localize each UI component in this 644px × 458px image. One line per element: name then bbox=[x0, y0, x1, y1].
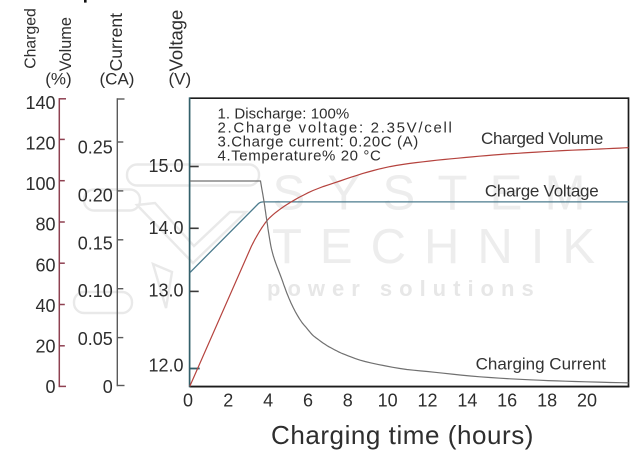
svg-text:10: 10 bbox=[378, 390, 398, 410]
svg-text:60: 60 bbox=[35, 255, 55, 275]
svg-text:14: 14 bbox=[457, 390, 477, 410]
svg-text:(%): (%) bbox=[45, 70, 71, 89]
svg-text:16: 16 bbox=[497, 390, 517, 410]
svg-text:12.0: 12.0 bbox=[148, 356, 183, 376]
svg-text:120: 120 bbox=[25, 134, 55, 154]
svg-text:Charge Voltage: Charge Voltage bbox=[485, 182, 599, 201]
svg-text:0.25: 0.25 bbox=[78, 138, 113, 158]
svg-text:Current: Current bbox=[106, 13, 126, 71]
svg-text:0.20: 0.20 bbox=[78, 185, 113, 205]
svg-text:Volume: Volume bbox=[57, 17, 75, 71]
svg-text:100: 100 bbox=[25, 174, 55, 194]
svg-text:0.15: 0.15 bbox=[78, 233, 113, 253]
svg-text:Charged Volume: Charged Volume bbox=[481, 129, 603, 148]
svg-text:2: 2 bbox=[223, 390, 233, 410]
svg-text:1. Discharge: 100%: 1. Discharge: 100% bbox=[218, 105, 350, 122]
svg-text:0.05: 0.05 bbox=[78, 329, 113, 349]
svg-text:40: 40 bbox=[35, 296, 55, 316]
svg-text:0.10: 0.10 bbox=[78, 281, 113, 301]
svg-text:18: 18 bbox=[537, 390, 557, 410]
svg-text:20: 20 bbox=[35, 336, 55, 356]
svg-text:0: 0 bbox=[183, 390, 193, 410]
svg-text:140: 140 bbox=[25, 93, 55, 113]
svg-text:3.Charge current: 0.20C (A): 3.Charge current: 0.20C (A) bbox=[218, 134, 419, 151]
svg-text:12: 12 bbox=[417, 390, 437, 410]
svg-text:15.0: 15.0 bbox=[148, 156, 183, 176]
svg-text:4: 4 bbox=[263, 390, 273, 410]
svg-text:SYSTEM: SYSTEM bbox=[273, 167, 608, 221]
svg-text:Charging time (hours): Charging time (hours) bbox=[271, 420, 534, 450]
svg-text:(V): (V) bbox=[169, 70, 192, 89]
svg-text:0: 0 bbox=[103, 377, 113, 397]
svg-text:20: 20 bbox=[577, 390, 597, 410]
svg-text:TECHNIK: TECHNIK bbox=[272, 220, 613, 274]
svg-text:Charging Current: Charging Current bbox=[476, 355, 607, 374]
svg-text:0: 0 bbox=[45, 377, 55, 397]
svg-text:2.Charge voltage: 2.35V/cell: 2.Charge voltage: 2.35V/cell bbox=[218, 120, 454, 137]
svg-text:13.0: 13.0 bbox=[148, 280, 183, 300]
svg-text:14.0: 14.0 bbox=[148, 218, 183, 238]
svg-text:80: 80 bbox=[35, 215, 55, 235]
svg-text:4.Temperature% 20 °C: 4.Temperature% 20 °C bbox=[218, 147, 382, 164]
svg-text:(CA): (CA) bbox=[100, 70, 135, 89]
svg-text:Charged: Charged bbox=[23, 8, 40, 69]
svg-text:6: 6 bbox=[303, 390, 313, 410]
svg-text:power solutions: power solutions bbox=[267, 276, 541, 301]
svg-text:8: 8 bbox=[343, 390, 353, 410]
svg-text:Voltage: Voltage bbox=[166, 10, 187, 72]
